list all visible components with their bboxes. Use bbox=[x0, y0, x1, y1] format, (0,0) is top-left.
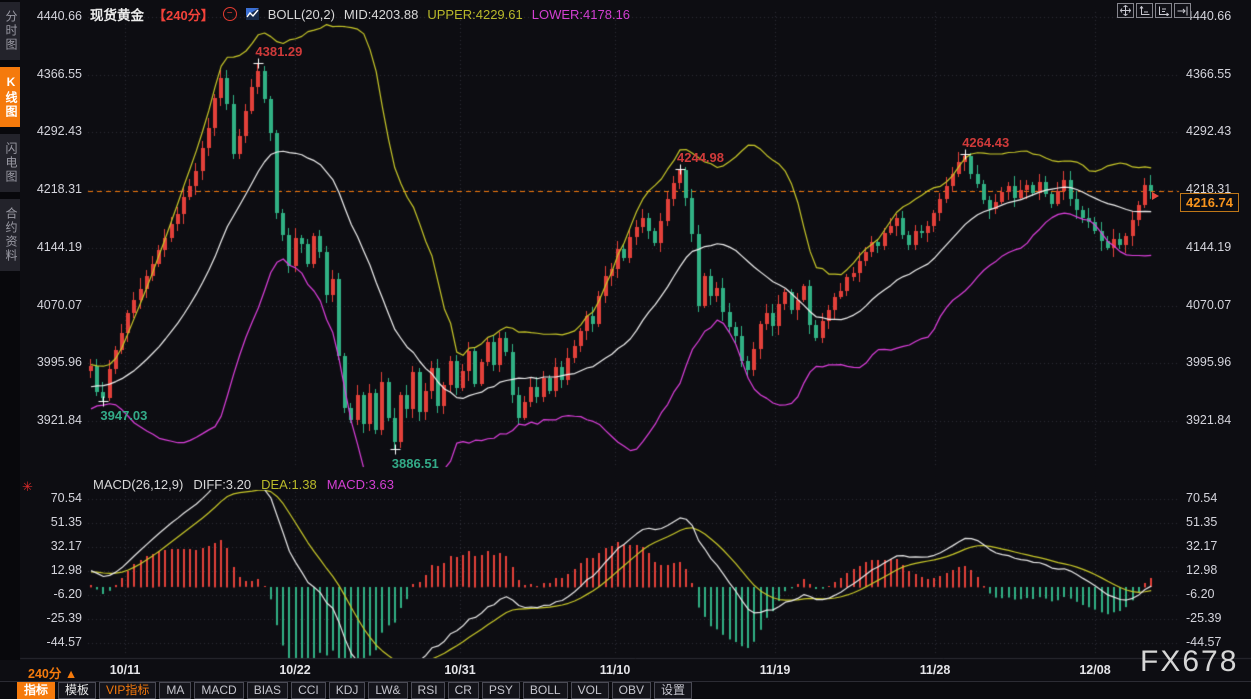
date-tick-label: 11/19 bbox=[759, 663, 791, 677]
toolbar-tab-cr[interactable]: CR bbox=[447, 682, 479, 699]
macd-tick-label: -25.39 bbox=[1186, 610, 1222, 625]
boll-mid-value: MID:4203.88 bbox=[343, 6, 419, 22]
axis-left-icon[interactable] bbox=[1136, 3, 1153, 18]
price-tick-label: 4292.43 bbox=[36, 124, 82, 139]
toolbar-tab-templates[interactable]: 模板 bbox=[58, 682, 97, 699]
macd-tick-label: 70.54 bbox=[50, 490, 82, 505]
price-annotation-high: 4264.43 bbox=[962, 135, 1010, 151]
price-tick-label: 4218.31 bbox=[1186, 182, 1232, 197]
date-tick-label: 10/31 bbox=[444, 663, 476, 677]
macd-tick-label: -25.39 bbox=[46, 610, 82, 625]
sidebar-tab-kline-chart[interactable]: K线图 bbox=[0, 67, 20, 127]
toolbar-tab-ma[interactable]: MA bbox=[159, 682, 192, 699]
toolbar-tab-vip-indicators[interactable]: VIP指标 bbox=[99, 682, 157, 699]
price-tick-label: 4440.66 bbox=[1186, 9, 1232, 23]
watermark: FX678 bbox=[1140, 645, 1239, 678]
sidebar-tab-time-chart[interactable]: 分时图 bbox=[0, 2, 20, 60]
price-tick-label: 4144.19 bbox=[36, 239, 82, 254]
macd-macd-value: MACD:3.63 bbox=[326, 477, 394, 492]
boll-indicator-label: BOLL(20,2) bbox=[267, 6, 335, 22]
current-price-value: 4216.74 bbox=[1186, 195, 1233, 210]
period-badge[interactable]: 240分 ▲ bbox=[28, 663, 77, 682]
toolbar-tab-cci[interactable]: CCI bbox=[291, 682, 326, 699]
macd-diff-value: DIFF:3.20 bbox=[193, 477, 252, 492]
macd-tick-label: -44.57 bbox=[1186, 634, 1222, 649]
macd-tick-label: 70.54 bbox=[1186, 490, 1218, 505]
boll-upper-value: UPPER:4229.61 bbox=[427, 6, 523, 22]
burst-icon[interactable]: ✳ bbox=[22, 479, 33, 494]
macd-tick-label: 12.98 bbox=[1186, 562, 1218, 577]
sidebar-tab-flash-chart[interactable]: 闪电图 bbox=[0, 134, 20, 192]
boll-lower-value: LOWER:4178.16 bbox=[531, 6, 631, 22]
toolbar-tab-boll[interactable]: BOLL bbox=[522, 682, 568, 699]
price-tick-label: 3921.84 bbox=[1186, 413, 1232, 428]
macd-header: MACD(26,12,9) DIFF:3.20 DEA:1.38 MACD:3.… bbox=[93, 477, 394, 492]
price-tick-label: 4144.19 bbox=[1186, 239, 1232, 254]
price-annotation-low: 3886.51 bbox=[391, 455, 439, 471]
price-tick-label: 4440.66 bbox=[36, 9, 82, 23]
current-price-arrow-icon bbox=[1152, 192, 1159, 200]
axis-bottom-icon[interactable] bbox=[1155, 3, 1172, 18]
date-tick-label: 11/28 bbox=[919, 663, 951, 677]
chart-header: 现货黄金 【240分】 − BOLL(20,2) MID:4203.88 UPP… bbox=[90, 4, 630, 24]
toolbar-tab-vol[interactable]: VOL bbox=[570, 682, 609, 699]
chart-toolbar-top-right bbox=[1117, 3, 1191, 18]
macd-tick-label: -6.20 bbox=[53, 586, 83, 601]
toolbar-tab-indicators[interactable]: 指标 bbox=[17, 682, 56, 699]
price-tick-label: 3995.96 bbox=[36, 355, 82, 370]
date-tick-label: 12/08 bbox=[1079, 663, 1111, 677]
period-label: 【240分】 bbox=[153, 7, 214, 23]
toolbar-tab-obv[interactable]: OBV bbox=[611, 682, 651, 699]
toolbar-tab-macd[interactable]: MACD bbox=[194, 682, 244, 699]
sidebar-tab-contract-info[interactable]: 合约资料 bbox=[0, 199, 20, 271]
axis-right-icon[interactable] bbox=[1174, 3, 1191, 18]
macd-tick-label: 12.98 bbox=[50, 562, 82, 577]
macd-tick-label: 32.17 bbox=[1186, 538, 1218, 553]
toolbar-tab-rsi[interactable]: RSI bbox=[410, 682, 445, 699]
date-tick-label: 11/10 bbox=[599, 663, 631, 677]
price-annotation-high: 4381.29 bbox=[255, 44, 303, 60]
current-price-tag: 4216.74 bbox=[1180, 193, 1239, 212]
move-tool-icon[interactable] bbox=[1117, 3, 1134, 18]
left-sidebar: 分时图 K线图 闪电图 合约资料 bbox=[0, 0, 20, 660]
period-badge-label: 240分 bbox=[28, 667, 62, 681]
price-tick-label: 4218.31 bbox=[36, 182, 82, 197]
price-tick-label: 4366.55 bbox=[1186, 66, 1232, 81]
macd-tick-label: 32.17 bbox=[50, 538, 82, 553]
price-tick-label: 4292.43 bbox=[1186, 124, 1232, 139]
date-tick-label: 10/11 bbox=[109, 663, 141, 677]
price-tick-label: 4070.07 bbox=[1186, 297, 1232, 312]
minus-circle-icon[interactable]: − bbox=[222, 7, 237, 21]
toolbar-tab-lw[interactable]: LW& bbox=[368, 682, 408, 699]
macd-tick-label: 51.35 bbox=[50, 514, 82, 529]
period-arrow-icon: ▲ bbox=[64, 667, 78, 681]
toolbar-tab-psy[interactable]: PSY bbox=[481, 682, 520, 699]
toolbar-tab-settings[interactable]: 设置 bbox=[653, 682, 692, 699]
date-tick-label: 10/22 bbox=[279, 663, 311, 677]
price-annotation-low: 3947.03 bbox=[100, 408, 148, 424]
macd-dea-value: DEA:1.38 bbox=[261, 477, 317, 492]
price-tick-label: 3921.84 bbox=[36, 413, 82, 428]
macd-tick-label: -44.57 bbox=[46, 634, 82, 649]
price-annotation-high: 4244.98 bbox=[677, 150, 724, 166]
bottom-toolbar: 指标 模板 VIP指标 MA MACD BIAS CCI KDJ LW& RSI CR PSY BOLL… bbox=[0, 681, 1251, 699]
macd-indicator-label: MACD(26,12,9) bbox=[93, 477, 184, 492]
macd-tick-label: -6.20 bbox=[1186, 586, 1215, 601]
toolbar-tab-kdj[interactable]: KDJ bbox=[328, 682, 366, 699]
price-tick-label: 4366.55 bbox=[36, 66, 82, 81]
symbol-name: 现货黄金 bbox=[90, 8, 144, 23]
price-tick-label: 3995.96 bbox=[1186, 355, 1232, 370]
macd-tick-label: 51.35 bbox=[1186, 514, 1218, 529]
toolbar-tab-bias[interactable]: BIAS bbox=[246, 682, 289, 699]
price-tick-label: 4070.07 bbox=[36, 297, 82, 312]
mini-chart-icon bbox=[245, 8, 259, 20]
